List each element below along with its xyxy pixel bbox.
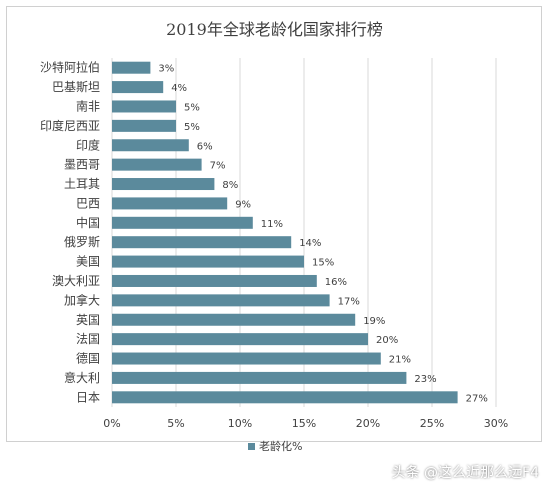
chart-frame xyxy=(6,6,542,442)
value-label-10: 15% xyxy=(312,258,334,269)
category-label-16: 意大利 xyxy=(64,370,100,385)
value-label-16: 23% xyxy=(414,374,436,385)
value-label-4: 6% xyxy=(197,141,213,152)
legend-swatch xyxy=(248,443,255,450)
bar-15 xyxy=(112,352,381,365)
category-label-1: 巴基斯坦 xyxy=(52,80,100,94)
category-label-9: 俄罗斯 xyxy=(64,235,100,249)
value-label-9: 14% xyxy=(299,238,321,249)
value-label-15: 21% xyxy=(389,355,411,366)
category-label-8: 中国 xyxy=(76,215,100,230)
category-label-13: 英国 xyxy=(76,313,100,327)
bar-13 xyxy=(112,313,356,326)
category-label-7: 巴西 xyxy=(76,196,100,210)
x-tick-label-2: 10% xyxy=(228,417,252,430)
bar-12 xyxy=(112,294,330,307)
value-label-13: 19% xyxy=(363,316,385,327)
bar-1 xyxy=(112,81,164,94)
category-label-11: 澳大利亚 xyxy=(52,274,100,288)
value-label-5: 7% xyxy=(210,161,226,172)
bar-6 xyxy=(112,178,215,191)
watermark: 头条 @这么近那么远F4 xyxy=(391,465,539,481)
bar-3 xyxy=(112,119,176,132)
bar-9 xyxy=(112,236,292,249)
x-tick-label-4: 20% xyxy=(356,417,380,430)
value-label-3: 5% xyxy=(184,122,200,133)
bar-16 xyxy=(112,371,407,384)
category-label-2: 南非 xyxy=(76,98,100,113)
x-tick-label-1: 5% xyxy=(167,417,184,430)
x-tick-label-6: 30% xyxy=(484,417,508,430)
value-label-14: 20% xyxy=(376,335,398,346)
category-label-10: 美国 xyxy=(76,255,100,269)
bar-14 xyxy=(112,333,368,346)
value-label-17: 27% xyxy=(466,393,488,404)
x-tick-label-5: 25% xyxy=(420,417,444,430)
category-label-15: 德国 xyxy=(76,351,100,366)
value-label-11: 16% xyxy=(325,277,347,288)
category-label-17: 日本 xyxy=(76,390,100,404)
category-label-14: 法国 xyxy=(76,332,100,346)
bar-8 xyxy=(112,216,253,229)
category-label-5: 墨西哥 xyxy=(64,158,100,172)
bar-0 xyxy=(112,61,151,74)
bar-7 xyxy=(112,197,228,210)
bar-5 xyxy=(112,158,202,171)
value-label-2: 5% xyxy=(184,102,200,113)
value-label-6: 8% xyxy=(222,180,238,191)
value-label-7: 9% xyxy=(235,199,251,210)
bar-2 xyxy=(112,100,176,113)
bar-4 xyxy=(112,139,189,152)
value-label-1: 4% xyxy=(171,83,187,94)
category-label-3: 印度尼西亚 xyxy=(40,118,100,133)
value-label-0: 3% xyxy=(158,64,174,75)
x-tick-label-0: 0% xyxy=(103,417,120,430)
category-label-12: 加拿大 xyxy=(64,292,100,307)
value-label-12: 17% xyxy=(338,296,360,307)
bar-17 xyxy=(112,391,458,404)
value-label-8: 11% xyxy=(261,219,283,230)
chart-title: 2019年全球老龄化国家排行榜 xyxy=(166,20,383,39)
bar-11 xyxy=(112,274,317,287)
category-label-6: 土耳其 xyxy=(64,177,100,191)
category-label-4: 印度 xyxy=(76,137,100,152)
category-label-0: 沙特阿拉伯 xyxy=(40,60,100,75)
bar-10 xyxy=(112,255,304,268)
x-tick-label-3: 15% xyxy=(292,417,316,430)
legend-label: 老龄化% xyxy=(259,439,302,453)
